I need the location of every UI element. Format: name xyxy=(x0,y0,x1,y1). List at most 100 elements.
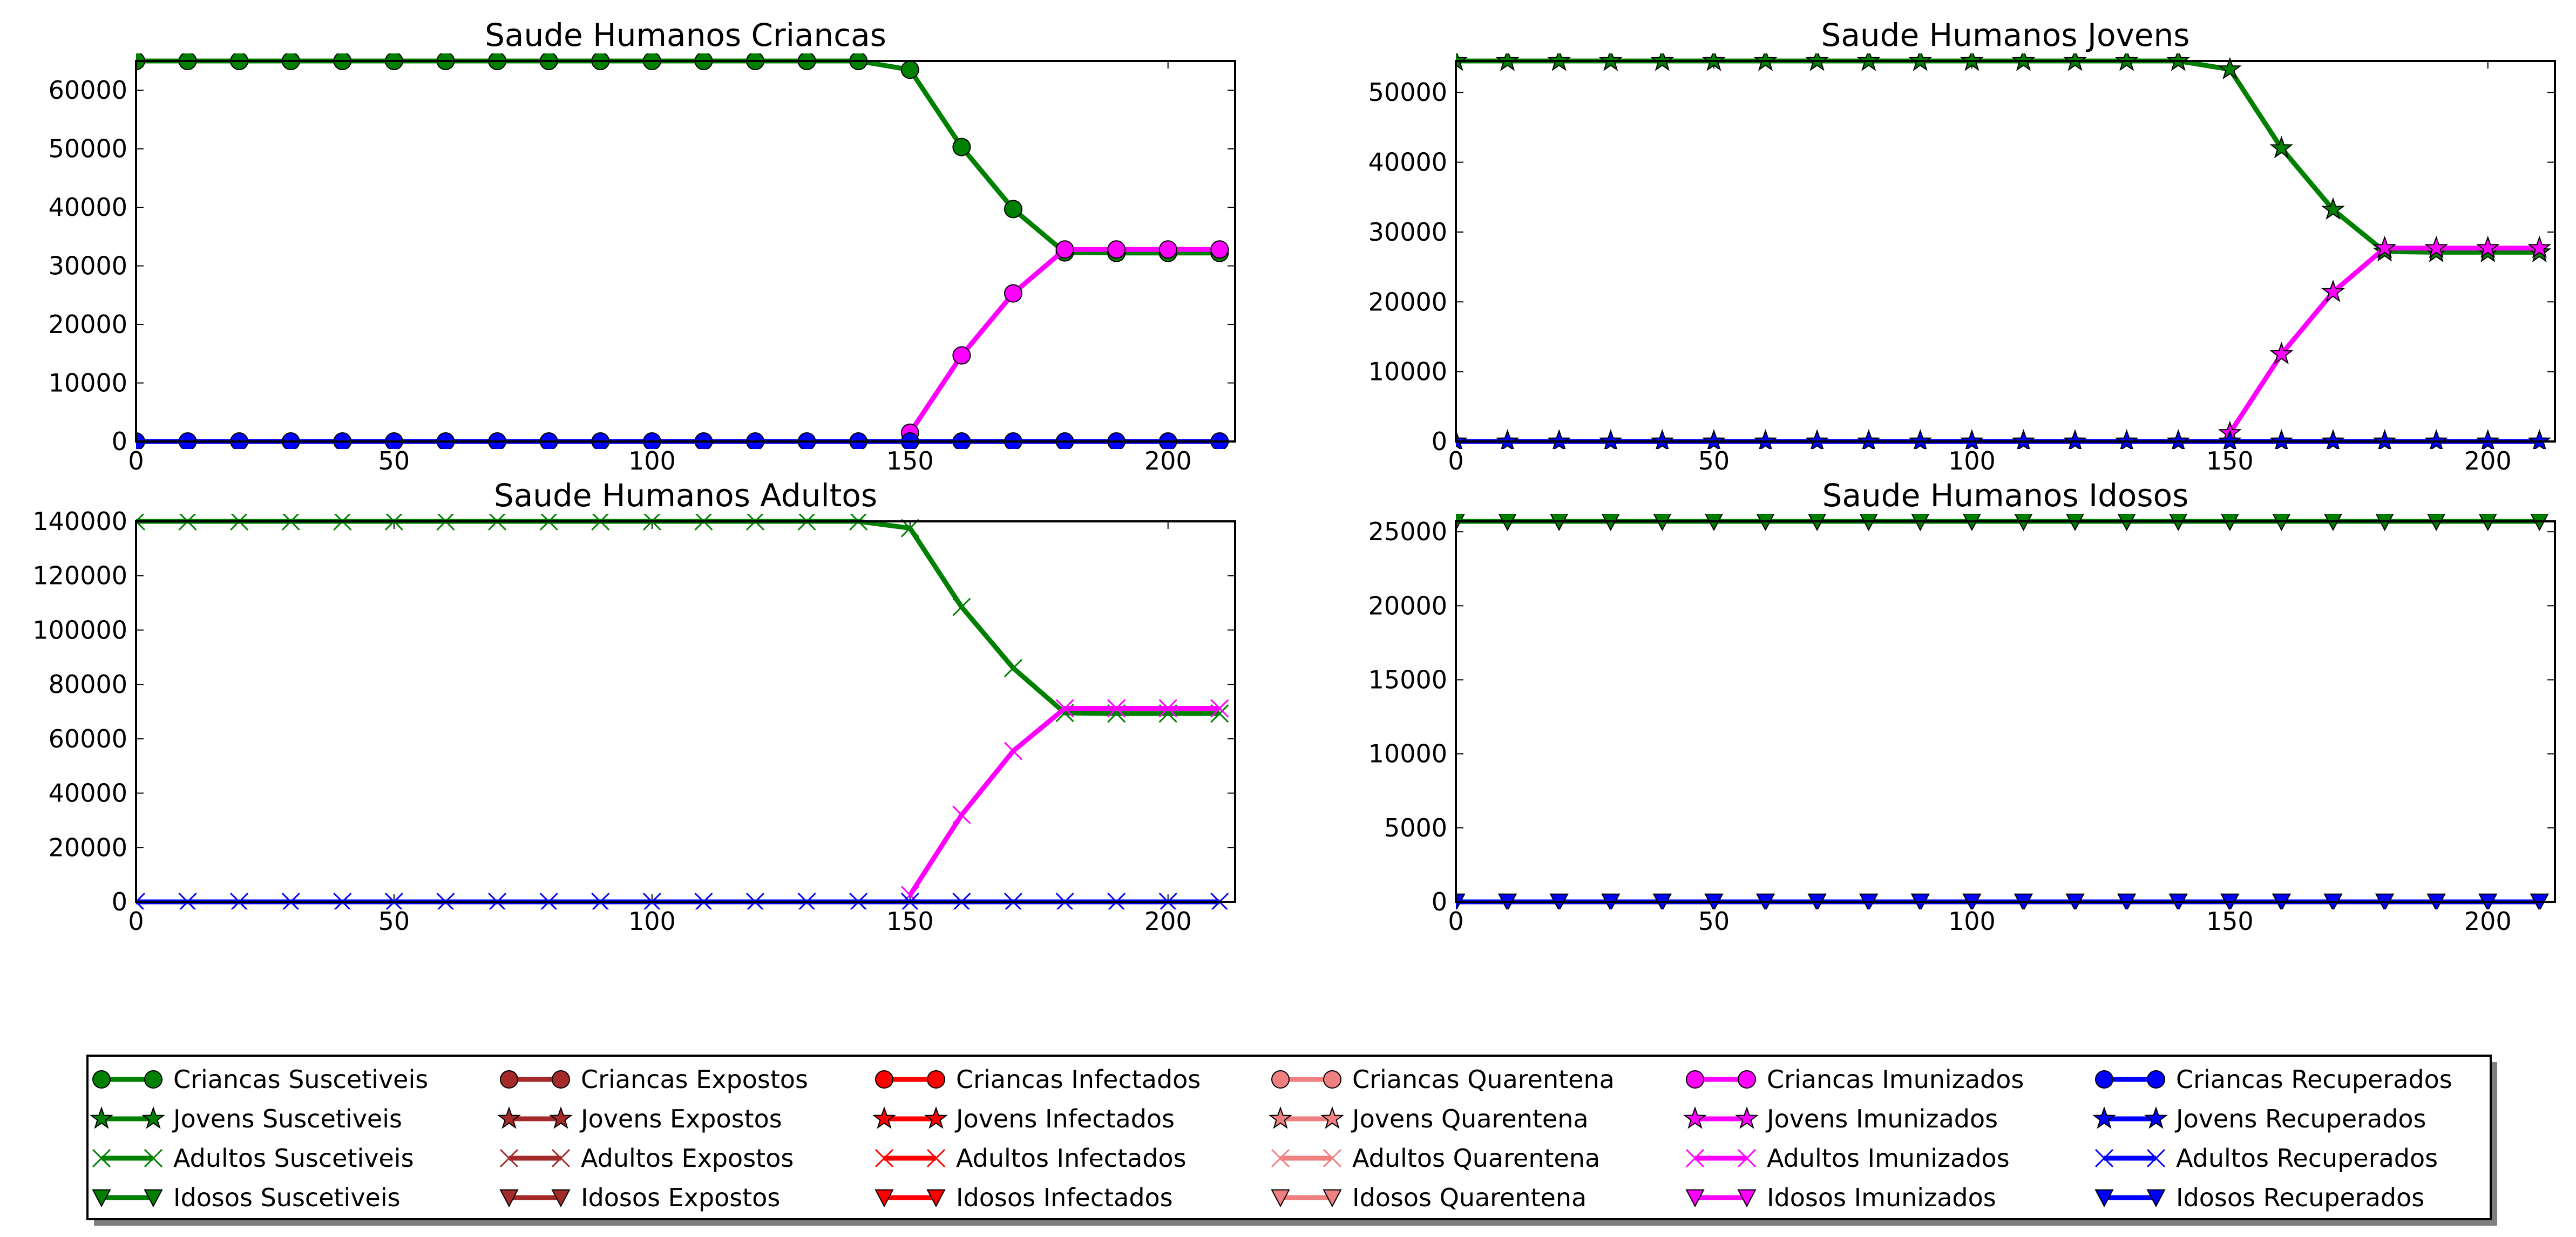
legend-label-adultos-suscetiveis: Adultos Suscetiveis xyxy=(173,1144,414,1173)
data-point-adultos-suscetiveis xyxy=(136,514,146,531)
legend-marker-criancas-recuperados-shape xyxy=(2147,1070,2165,1089)
legend-marker-idosos-expostos xyxy=(499,1189,519,1208)
legend-marker-idosos-infectados xyxy=(875,1189,894,1208)
legend-item-adultos-expostos: Adultos Expostos xyxy=(499,1144,794,1173)
data-point-jovens-imunizados-shape xyxy=(2321,280,2345,302)
legend-marker-criancas-expostos-shape xyxy=(500,1070,518,1089)
x-tick-label-idosos: 150 xyxy=(2206,907,2254,936)
legend-marker-adultos-recuperados-stroke-b xyxy=(2146,1148,2166,1168)
legend-item-idosos-recuperados: Idosos Recuperados xyxy=(2094,1183,2424,1212)
plot-area-jovens xyxy=(1456,61,2555,441)
data-point-jovens-recuperados xyxy=(1960,429,1984,449)
legend-marker-jovens-expostos-shape xyxy=(549,1106,573,1129)
legend-item-jovens-expostos: Jovens Expostos xyxy=(497,1104,782,1133)
data-point-jovens-recuperados-shape xyxy=(1856,429,1881,449)
legend-label-criancas-suscetiveis: Criancas Suscetiveis xyxy=(173,1065,428,1094)
data-point-adultos-imunizados-stroke-b xyxy=(1210,699,1229,718)
subplot-criancas: 0 50 100 150 200 0 10000 20000 30000 40000 50000 60… xyxy=(49,17,1236,475)
data-point-jovens-imunizados xyxy=(2527,235,2552,259)
y-tick-label-idosos: 5000 xyxy=(1384,813,1447,842)
subplot-title-jovens: Saude Humanos Jovens xyxy=(1821,17,2190,53)
data-point-jovens-suscetiveis-shape xyxy=(2321,197,2345,220)
plot-frame-adultos xyxy=(135,520,1236,903)
x-tick-label-adultos: 100 xyxy=(628,907,676,936)
legend-label-jovens-expostos: Jovens Expostos xyxy=(579,1104,782,1133)
data-point-jovens-recuperados xyxy=(2114,429,2139,449)
data-point-adultos-imunizados xyxy=(952,805,971,824)
legend-marker-adultos-suscetiveis-stroke-b xyxy=(144,1148,163,1168)
y-tick-label-criancas: 20000 xyxy=(49,310,127,339)
legend-marker-adultos-infectados xyxy=(875,1148,894,1168)
legend-marker-jovens-quarentena-shape xyxy=(1320,1106,1344,1129)
legend-label-criancas-recuperados: Criancas Recuperados xyxy=(2176,1065,2452,1094)
legend-marker-jovens-expostos-shape xyxy=(497,1106,521,1129)
data-point-jovens-imunizados xyxy=(2476,235,2500,259)
plot-area-idosos xyxy=(1456,521,2555,902)
y-tick-label-adultos: 140000 xyxy=(32,507,127,536)
legend-marker-jovens-quarentena xyxy=(1320,1106,1344,1129)
data-point-jovens-suscetiveis xyxy=(2321,197,2345,220)
legend-marker-criancas-recuperados-shape xyxy=(2095,1070,2113,1089)
legend-marker-criancas-imunizados xyxy=(1738,1070,1756,1089)
legend-marker-criancas-infectados-shape xyxy=(927,1070,945,1089)
x-tick-label-adultos: 50 xyxy=(378,907,410,936)
data-point-criancas-imunizados xyxy=(1158,240,1177,259)
legend-item-criancas-suscetiveis: Criancas Suscetiveis xyxy=(92,1065,428,1094)
legend-marker-idosos-imunizados xyxy=(1685,1189,1705,1208)
legend-label-jovens-suscetiveis: Jovens Suscetiveis xyxy=(172,1104,402,1133)
legend-marker-jovens-imunizados-shape xyxy=(1683,1106,1707,1129)
legend-item-idosos-expostos: Idosos Expostos xyxy=(499,1183,780,1212)
legend-marker-idosos-imunizados-shape xyxy=(1737,1189,1757,1208)
data-point-adultos-imunizados xyxy=(1055,699,1074,718)
data-point-jovens-recuperados-shape xyxy=(2166,429,2191,449)
data-point-jovens-imunizados-shape xyxy=(2424,235,2449,259)
data-point-jovens-recuperados xyxy=(1456,429,1468,449)
legend-marker-adultos-expostos-stroke-b xyxy=(551,1148,571,1168)
legend-item-adultos-suscetiveis: Adultos Suscetiveis xyxy=(92,1144,414,1173)
data-point-jovens-recuperados xyxy=(2321,429,2345,449)
x-tick-label-criancas: 50 xyxy=(378,446,410,475)
legend-marker-criancas-quarentena-shape xyxy=(1323,1070,1341,1089)
y-tick-label-idosos: 10000 xyxy=(1368,739,1447,769)
data-point-adultos-recuperados-stroke-b xyxy=(136,892,146,903)
legend-item-jovens-recuperados: Jovens Recuperados xyxy=(2092,1104,2426,1133)
y-tick-label-jovens: 40000 xyxy=(1368,148,1447,177)
legend-label-idosos-quarentena: Idosos Quarentena xyxy=(1352,1183,1587,1212)
y-tick-label-jovens: 0 xyxy=(1432,427,1447,456)
y-tick-label-adultos: 120000 xyxy=(32,561,127,590)
legend: Criancas Suscetiveis Jovens Suscetiveis Ad… xyxy=(86,1055,2497,1226)
data-point-jovens-recuperados-shape xyxy=(2218,429,2242,449)
data-point-adultos-imunizados-stroke-b xyxy=(1004,742,1023,760)
data-point-criancas-imunizados-shape xyxy=(1107,240,1126,259)
data-point-jovens-suscetiveis xyxy=(2218,57,2242,80)
data-point-jovens-recuperados xyxy=(1650,429,1675,449)
data-point-jovens-recuperados-shape xyxy=(2527,429,2552,449)
legend-label-jovens-imunizados: Jovens Imunizados xyxy=(1765,1104,1998,1133)
subplot-title-criancas: Saude Humanos Criancas xyxy=(485,17,886,53)
x-tick-label-jovens: 200 xyxy=(2464,446,2512,475)
y-tick-label-jovens: 30000 xyxy=(1368,218,1447,247)
x-tick-label-criancas: 0 xyxy=(128,446,144,475)
plot-area-adultos xyxy=(136,521,1235,902)
legend-marker-criancas-suscetiveis xyxy=(144,1070,162,1089)
y-tick-label-adultos: 60000 xyxy=(49,724,127,753)
data-point-criancas-imunizados xyxy=(1055,240,1074,259)
data-point-jovens-recuperados-shape xyxy=(1598,429,1623,449)
data-point-adultos-imunizados xyxy=(1158,699,1177,718)
data-point-adultos-recuperados-stroke-a xyxy=(136,900,145,909)
data-point-jovens-recuperados-shape xyxy=(2114,429,2139,449)
legend-item-idosos-quarentena: Idosos Quarentena xyxy=(1271,1183,1587,1212)
data-point-criancas-suscetiveis xyxy=(900,60,919,79)
data-point-adultos-imunizados xyxy=(1210,699,1229,718)
legend-label-idosos-suscetiveis: Idosos Suscetiveis xyxy=(173,1183,401,1212)
data-point-jovens-recuperados xyxy=(1702,429,1726,449)
data-point-adultos-suscetiveis-stroke-b xyxy=(136,514,145,523)
legend-marker-criancas-quarentena xyxy=(1323,1070,1341,1089)
subplot-jovens: 0 50 100 150 200 0 10000 20000 30000 40000 50000 Sa… xyxy=(1368,17,2556,475)
legend-marker-idosos-expostos-shape xyxy=(499,1189,519,1208)
data-point-criancas-suscetiveis xyxy=(1004,200,1022,219)
legend-marker-jovens-suscetiveis xyxy=(141,1106,165,1129)
legend-marker-jovens-infectados-shape xyxy=(872,1106,896,1129)
legend-marker-criancas-suscetiveis xyxy=(92,1070,111,1089)
